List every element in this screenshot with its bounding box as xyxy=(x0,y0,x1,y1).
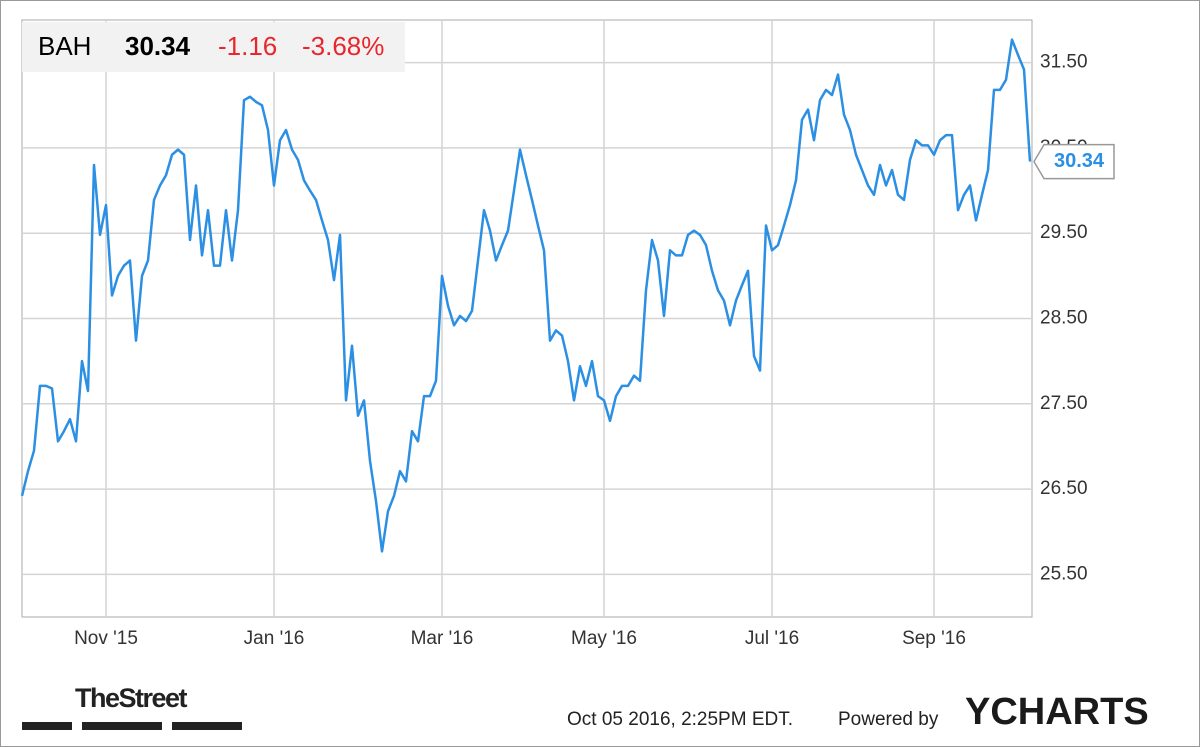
logo: YCHARTS xyxy=(965,691,1149,733)
x-tick-label: Sep '16 xyxy=(902,628,966,649)
x-tick-label: Jul '16 xyxy=(745,628,799,649)
timestamp: Oct 05 2016, 2:25PM EDT. xyxy=(567,709,793,730)
y-tick-label: 31.50 xyxy=(1040,52,1088,73)
brand: TheStreet xyxy=(75,683,188,713)
ticker: BAH xyxy=(38,31,91,61)
price: 30.34 xyxy=(125,31,191,61)
last-value-box xyxy=(1033,143,1115,180)
powered-by: Powered by xyxy=(838,709,939,730)
x-tick-label: Mar '16 xyxy=(411,628,474,649)
x-tick-label: Jan '16 xyxy=(244,628,305,649)
x-tick-label: Nov '15 xyxy=(74,628,138,649)
price-line xyxy=(20,38,1032,553)
brand-bar xyxy=(172,722,242,730)
y-tick-label: 29.50 xyxy=(1040,222,1088,243)
quote-box xyxy=(22,22,405,72)
y-tick-label: 25.50 xyxy=(1040,563,1088,584)
y-tick-label: 28.50 xyxy=(1040,308,1088,329)
lines xyxy=(20,38,1032,553)
x-tick-label: May '16 xyxy=(571,628,637,649)
brand-bar xyxy=(22,722,72,730)
y-tick-label: 27.50 xyxy=(1040,393,1088,414)
change: -1.16 xyxy=(218,31,277,61)
change-percent: -3.68% xyxy=(302,31,384,61)
last-value-label: 30.34 xyxy=(1054,150,1105,172)
brand-bar xyxy=(82,722,162,730)
y-tick-label: 26.50 xyxy=(1040,478,1088,499)
